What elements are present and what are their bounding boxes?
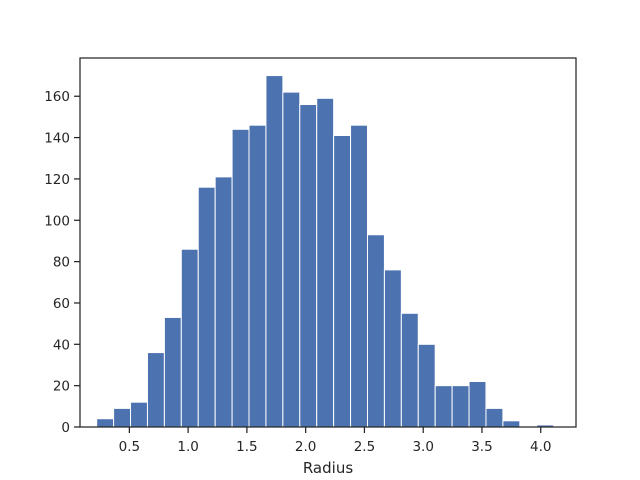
histogram-bar-15 (350, 124, 368, 428)
histogram-bar-4 (163, 316, 182, 428)
histogram-bar-16 (366, 234, 385, 428)
histogram-bar-1 (113, 407, 132, 428)
histogram-bar-19 (417, 343, 436, 428)
histogram-bar-14 (333, 135, 352, 428)
histogram-bar-22 (468, 381, 487, 428)
histogram-bar-17 (383, 269, 402, 428)
histogram-bar-8 (231, 128, 250, 428)
x-tick-label-0: 0.5 (119, 439, 140, 455)
histogram-bar-18 (400, 312, 419, 428)
histogram-bar-11 (282, 91, 301, 428)
y-tick-label-8: 160 (44, 89, 70, 105)
histogram-bar-3 (146, 352, 165, 428)
y-tick-label-2: 40 (53, 337, 70, 353)
histogram-bar-9 (248, 124, 267, 428)
x-axis-ticks: 0.5 1.0 1.5 2.0 2.5 3.0 3.5 4.0 (119, 427, 551, 455)
histogram-bar-20 (434, 385, 453, 428)
histogram-bar-23 (485, 407, 504, 428)
x-tick-label-4: 2.5 (354, 439, 375, 455)
x-tick-label-2: 1.5 (236, 439, 257, 455)
y-tick-label-1: 20 (53, 379, 70, 395)
x-axis-label: Radius (303, 459, 353, 477)
y-tick-label-3: 60 (53, 296, 70, 312)
histogram-bar-2 (130, 401, 148, 428)
y-tick-label-5: 100 (44, 213, 70, 229)
x-tick-label-3: 2.0 (295, 439, 316, 455)
histogram-bar-6 (197, 186, 216, 428)
x-tick-label-6: 3.5 (471, 439, 492, 455)
histogram-bar-24 (502, 420, 521, 428)
y-tick-label-6: 120 (44, 172, 70, 188)
plot-frame (79, 57, 577, 428)
y-axis-ticks: 0 20 40 60 80 100 120 140 160 (44, 89, 80, 436)
histogram-bar-21 (451, 385, 470, 428)
x-tick-label-1: 1.0 (177, 439, 198, 455)
y-tick-label-4: 80 (53, 255, 70, 271)
histogram-bar-5 (180, 248, 199, 428)
histogram-bar-7 (214, 176, 233, 428)
histogram-bar-13 (316, 97, 335, 428)
x-tick-label-5: 3.0 (412, 439, 433, 455)
x-tick-label-7: 4.0 (530, 439, 551, 455)
y-tick-label-0: 0 (61, 420, 70, 436)
histogram-bar-0 (96, 418, 115, 428)
bar-group (96, 75, 555, 428)
y-tick-label-7: 140 (44, 131, 70, 147)
histogram-bar-12 (299, 104, 318, 428)
histogram-bar-10 (265, 75, 284, 428)
